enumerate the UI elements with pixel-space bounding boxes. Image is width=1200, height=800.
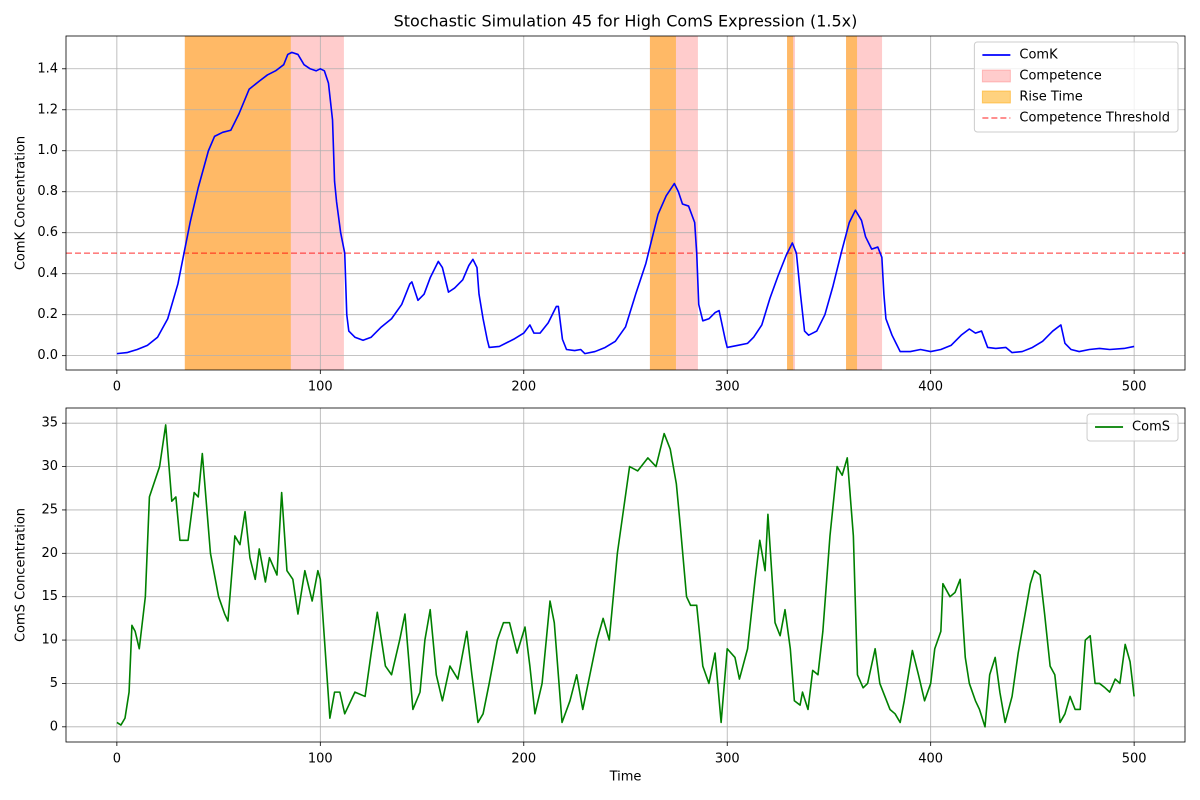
y-tick-label: 15 [41,589,58,604]
y-tick-label: 0.8 [37,184,58,199]
legend: ComS [1086,413,1179,442]
x-tick-label: 300 [715,752,740,767]
y-axis-label: ComS Concentration [14,508,29,642]
legend-swatch [981,90,1011,104]
axes: 0 100 200 300 400 500 0 5 10 15 20 25 30 35 [41,407,1186,767]
x-tick-label: 400 [918,380,943,395]
y-tick-label: 0.4 [37,266,58,281]
legend-label: Competence Threshold [1019,111,1170,126]
legend-label: ComK [1019,48,1058,63]
x-tick-label: 500 [1122,752,1147,767]
x-tick-label: 200 [511,380,536,395]
legend-label: Rise Time [1019,90,1082,105]
axes: 0 100 200 300 400 500 0.0 0.2 0.4 0.6 0.8 1.0 1.2 1.4 [37,35,1186,395]
series-line [116,51,1135,355]
x-tick-label: 200 [511,752,536,767]
y-tick-label: 0.6 [37,225,58,240]
y-tick-label: 1.4 [37,61,58,76]
y-tick-label: 0.2 [37,307,58,322]
x-tick-label: 0 [113,752,121,767]
y-tick-label: 1.0 [37,143,58,158]
legend-swatch [981,69,1011,83]
x-tick-label: 300 [715,380,740,395]
y-tick-label: 0 [50,719,58,734]
y-tick-label: 10 [41,633,58,648]
series-line [116,424,1135,728]
chart-title: Stochastic Simulation 45 for High ComS E… [394,12,858,31]
legend-label: Competence [1019,69,1101,84]
y-tick-label: 25 [41,502,58,517]
x-axis-label: Time [609,770,642,785]
legend-label: ComS [1132,420,1170,435]
x-tick-label: 100 [308,752,333,767]
y-tick-label: 30 [41,459,58,474]
x-tick-label: 0 [113,380,121,395]
y-tick-label: 1.2 [37,102,58,117]
x-tick-label: 100 [308,380,333,395]
legend-box [1086,413,1179,442]
shaded-span [184,36,291,370]
y-tick-label: 35 [41,416,58,431]
legend-box [973,41,1179,133]
y-tick-label: 0.0 [37,348,58,363]
axes-frame [65,35,1186,371]
x-tick-label: 500 [1122,380,1147,395]
y-tick-label: 20 [41,546,58,561]
x-tick-label: 400 [918,752,943,767]
shaded-span [846,36,858,370]
legend: ComK Competence Rise Time Competence Thresh… [973,41,1179,133]
shaded-span [787,36,794,370]
y-axis-label: ComK Concentration [14,136,29,270]
y-tick-label: 5 [50,676,58,691]
axes-frame [65,407,1186,743]
